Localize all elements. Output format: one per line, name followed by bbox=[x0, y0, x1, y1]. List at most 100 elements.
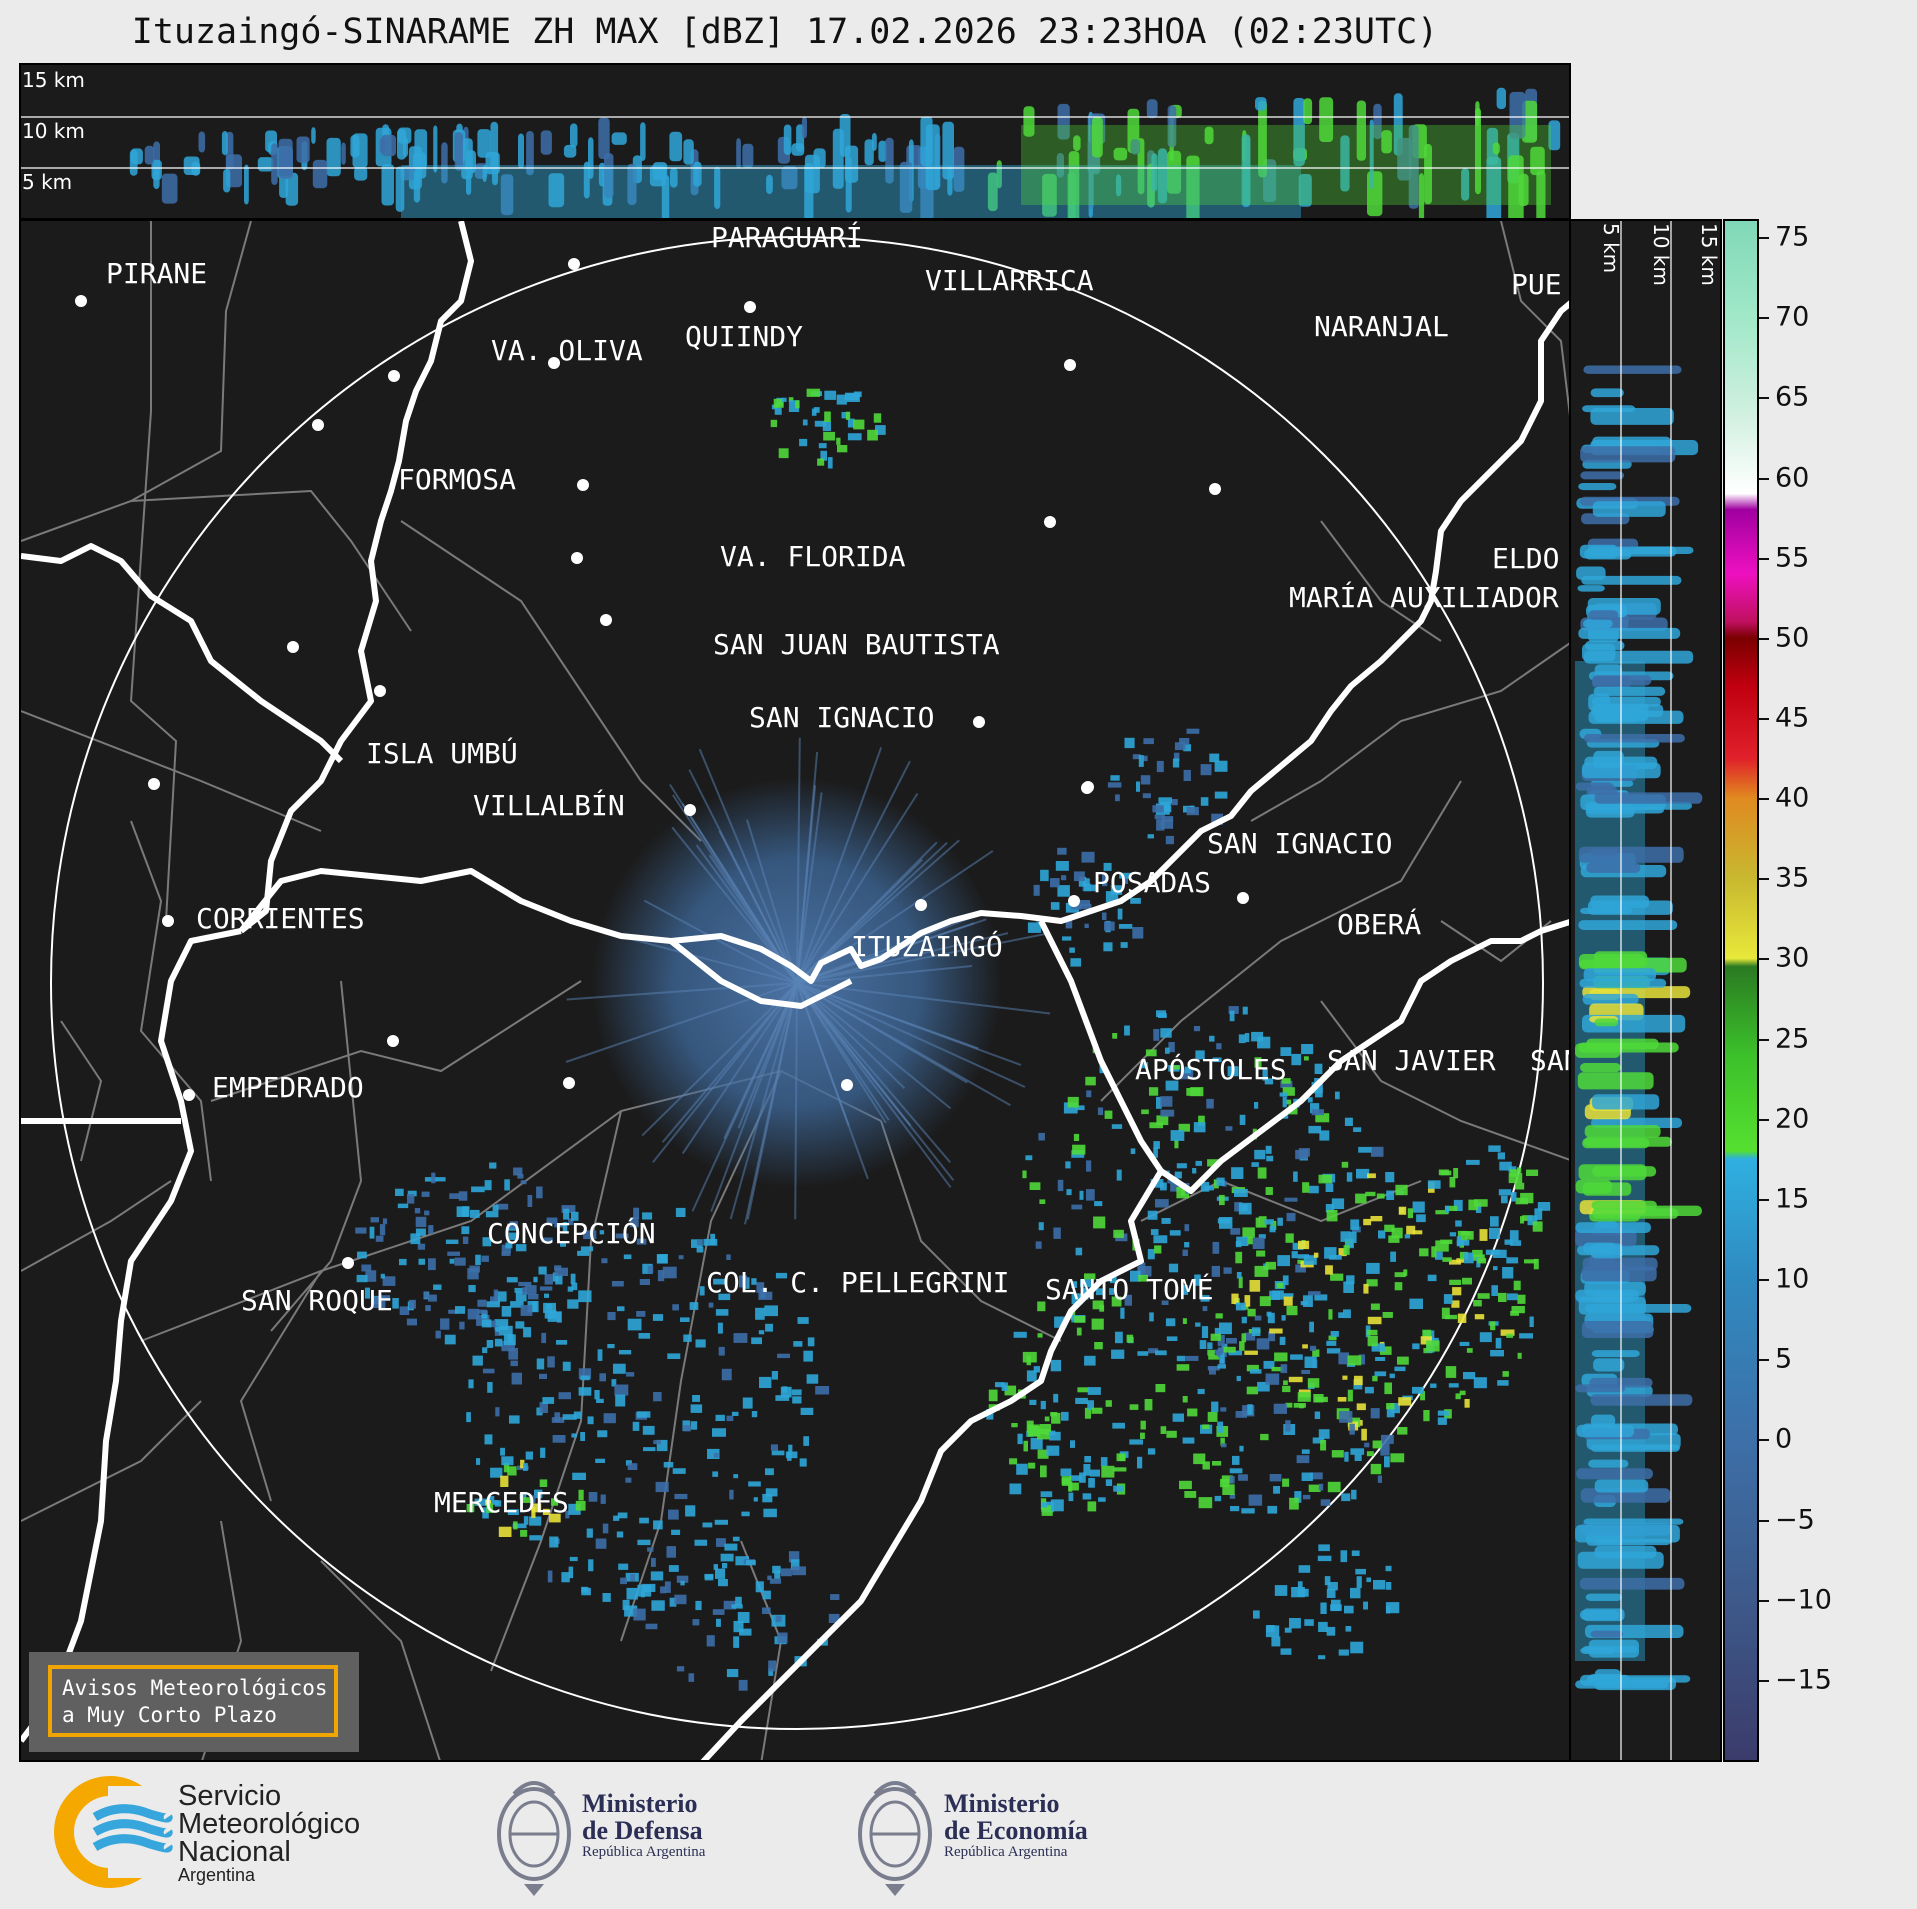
echo-pixel bbox=[704, 1573, 714, 1579]
echo-pixel bbox=[379, 1224, 386, 1236]
echo-pixel bbox=[1301, 1449, 1310, 1454]
echo-pixel bbox=[1124, 737, 1135, 749]
echo-pixel bbox=[1343, 1245, 1350, 1255]
top-echo bbox=[129, 149, 138, 176]
echo-pixel bbox=[1397, 1356, 1409, 1365]
echo-pixel bbox=[527, 1294, 539, 1300]
echo-pixel bbox=[578, 1290, 592, 1303]
echo-pixel bbox=[1356, 1403, 1366, 1411]
echo-pixel bbox=[1269, 1474, 1282, 1482]
top-echo bbox=[1408, 125, 1419, 209]
echo-pixel bbox=[578, 1387, 592, 1396]
echo-pixel bbox=[1079, 1190, 1084, 1200]
echo-pixel bbox=[541, 1237, 553, 1243]
echo-pixel bbox=[1161, 816, 1174, 822]
echo-pixel bbox=[1325, 1265, 1333, 1275]
echo-pixel bbox=[1104, 1110, 1113, 1119]
echo-pixel bbox=[717, 1322, 723, 1334]
echo-pixel bbox=[830, 1594, 840, 1600]
echo-pixel bbox=[611, 1379, 617, 1387]
echo-pixel bbox=[1384, 1456, 1390, 1468]
echo-pixel bbox=[1338, 1352, 1350, 1365]
echo-pixel bbox=[1080, 1279, 1092, 1288]
top-echo bbox=[311, 127, 316, 144]
echo-pixel bbox=[544, 1293, 549, 1298]
echo-pixel bbox=[739, 1628, 752, 1636]
echo-pixel bbox=[1338, 1649, 1349, 1656]
echo-pixel bbox=[1200, 1295, 1210, 1302]
echo-pixel bbox=[1061, 1478, 1070, 1486]
echo-pixel bbox=[1236, 1375, 1241, 1382]
echo-pixel bbox=[1201, 1326, 1209, 1338]
city-dot bbox=[342, 1257, 354, 1269]
echo-pixel bbox=[1314, 1294, 1328, 1301]
echo-pixel bbox=[482, 1237, 492, 1247]
echo-pixel bbox=[1062, 936, 1072, 941]
top-echo bbox=[144, 145, 155, 165]
echo-pixel bbox=[758, 1291, 773, 1300]
echo-pixel bbox=[1027, 922, 1042, 933]
radar-map[interactable]: PIRANE PARAGUARÍ VILLARRICA VA. OLIVA QU… bbox=[19, 219, 1571, 1762]
top-echo bbox=[583, 161, 590, 199]
echo-pixel bbox=[1266, 1625, 1275, 1633]
echo-pixel bbox=[1181, 1188, 1186, 1196]
city-label-paraguari: PARAGUARÍ bbox=[711, 221, 863, 254]
echo-pixel bbox=[1266, 1311, 1272, 1317]
top-profile-svg bbox=[21, 87, 1569, 218]
top-echo bbox=[953, 146, 965, 192]
defensa-title-1: Ministerio bbox=[582, 1789, 698, 1818]
echo-pixel bbox=[615, 1394, 626, 1407]
echo-pixel bbox=[1257, 1036, 1271, 1049]
echo-pixel bbox=[1219, 1353, 1225, 1364]
top-echo bbox=[1241, 134, 1251, 207]
echo-pixel bbox=[518, 1281, 532, 1287]
echo-pixel bbox=[1526, 1169, 1539, 1176]
side-alt-label-15km: 15 km bbox=[1697, 223, 1721, 286]
echo-pixel bbox=[1166, 1430, 1177, 1438]
city-label-formosa: FORMOSA bbox=[398, 463, 517, 496]
echo-pixel bbox=[1326, 1348, 1341, 1354]
echo-pixel bbox=[1075, 1105, 1085, 1111]
echo-pixel bbox=[1395, 1184, 1408, 1196]
echo-pixel bbox=[1086, 1160, 1092, 1172]
echo-pixel bbox=[1358, 1354, 1365, 1365]
echo-pixel bbox=[531, 1506, 536, 1518]
echo-pixel bbox=[1366, 1279, 1378, 1287]
echo-pixel bbox=[1013, 1331, 1027, 1338]
echo-pixel bbox=[588, 1559, 594, 1572]
echo-pixel bbox=[428, 1258, 436, 1271]
top-echo bbox=[864, 139, 874, 166]
echo-pixel bbox=[650, 1571, 664, 1581]
echo-pixel bbox=[1527, 1215, 1538, 1226]
echo-pixel bbox=[1186, 1088, 1201, 1096]
echo-pixel bbox=[522, 1287, 527, 1295]
top-vertical-profile: 15 km 10 km 5 km bbox=[19, 63, 1571, 220]
echo-pixel bbox=[529, 1516, 542, 1526]
warning-box[interactable]: Avisos Meteorológicos a Muy Corto Plazo bbox=[29, 1652, 359, 1752]
echo-pixel bbox=[1104, 921, 1115, 931]
echo-pixel bbox=[1364, 1386, 1374, 1394]
echo-pixel bbox=[475, 1254, 481, 1265]
clutter-streak bbox=[796, 982, 1011, 1107]
echo-pixel bbox=[1412, 1230, 1423, 1235]
echo-pixel bbox=[1212, 1241, 1220, 1254]
echo-pixel bbox=[639, 1279, 650, 1285]
clutter-streak bbox=[796, 785, 817, 984]
echo-pixel bbox=[616, 1531, 624, 1538]
echo-pixel bbox=[365, 1287, 370, 1299]
echo-pixel bbox=[1149, 1122, 1163, 1129]
echo-pixel bbox=[525, 1451, 533, 1460]
colorbar-tick bbox=[1759, 798, 1769, 801]
echo-pixel bbox=[1506, 1257, 1519, 1264]
echo-pixel bbox=[501, 1306, 512, 1317]
side-echo bbox=[1591, 1350, 1640, 1357]
echo-pixel bbox=[1066, 1189, 1072, 1196]
echo-pixel bbox=[1072, 1144, 1086, 1155]
echo-pixel bbox=[1444, 1205, 1450, 1213]
echo-pixel bbox=[1452, 1287, 1462, 1296]
clutter-streak bbox=[643, 899, 798, 984]
warning-text[interactable]: Avisos Meteorológicos a Muy Corto Plazo bbox=[48, 1665, 338, 1737]
echo-pixel bbox=[482, 1347, 488, 1354]
side-alt-label-5km: 5 km bbox=[1599, 223, 1623, 274]
side-echo bbox=[1580, 446, 1676, 463]
